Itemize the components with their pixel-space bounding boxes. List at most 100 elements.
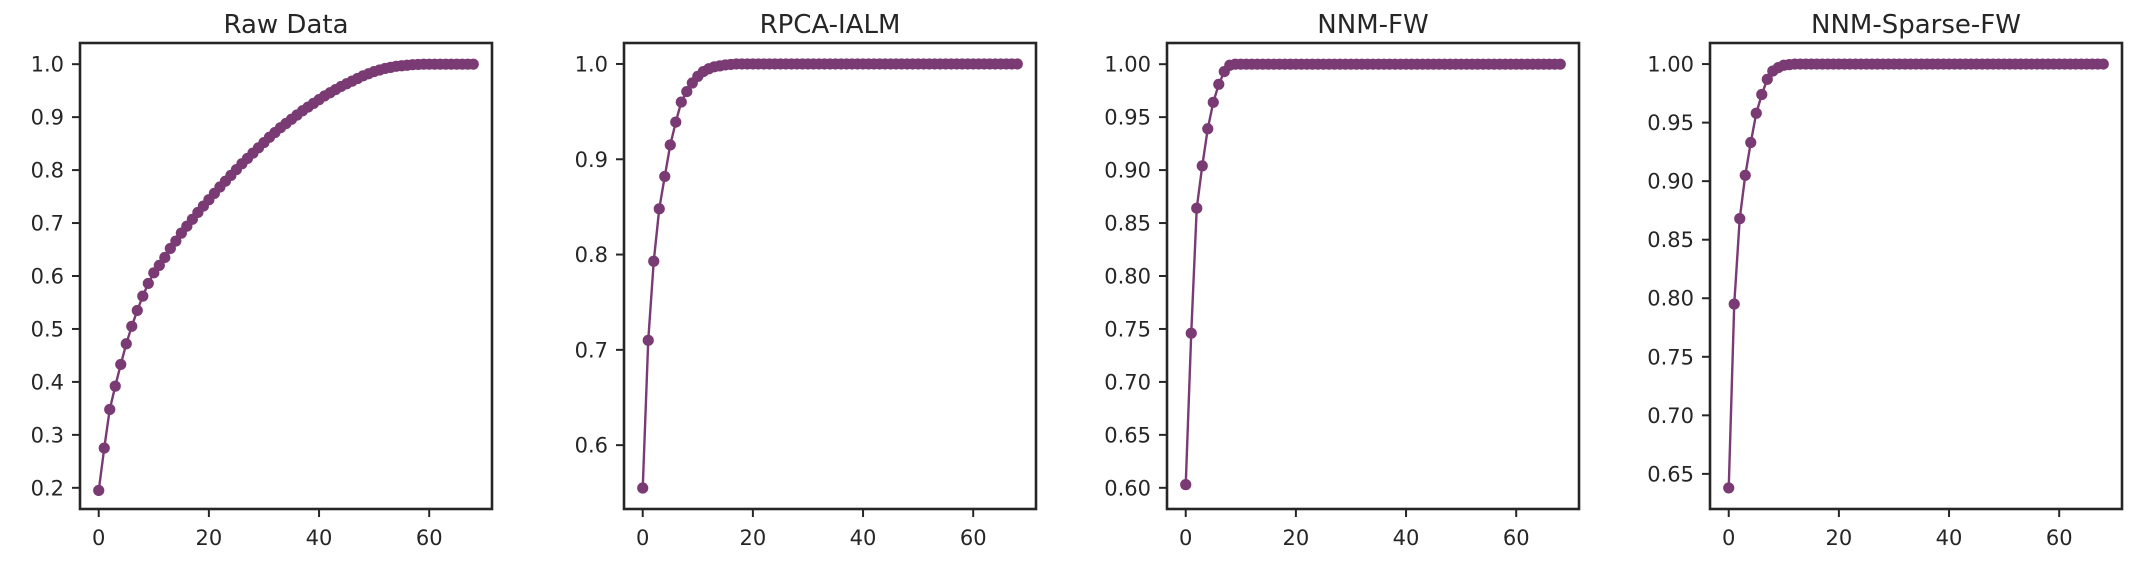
axes-frame — [1708, 41, 2124, 511]
y-tick-label: 0.9 — [31, 106, 64, 130]
x-tick-label: 60 — [2046, 526, 2073, 550]
panel-rpca-ialm: RPCA-IALM 0.6 0.7 0.8 0.9 1.0 0 20 40 60 — [575, 10, 1038, 550]
y-tick-label: 0.8 — [575, 243, 608, 267]
data-point — [1207, 96, 1219, 108]
data-point — [1750, 107, 1762, 119]
panel-title: NNM-FW — [1317, 10, 1428, 40]
data-point — [131, 304, 143, 317]
data-point — [2097, 58, 2109, 70]
y-tick-label: 0.90 — [1104, 159, 1151, 183]
data-point — [153, 259, 165, 272]
data-point — [1185, 327, 1197, 339]
y-tick-label: 1.0 — [31, 53, 64, 77]
panel-nnm-fw: NNM-FW 0.60 0.65 0.70 0.75 0.80 0.85 0.90 0.95 1.… — [1104, 10, 1581, 550]
y-tick-label: 0.6 — [31, 265, 64, 289]
series-line — [641, 62, 1018, 489]
panel-raw-data: Raw Data 0.2 0.3 0.4 0.5 0.6 0.7 0.8 0.9 1.0 0 20 40… — [31, 10, 494, 550]
data-point — [681, 86, 693, 98]
y-tick-label: 0.2 — [31, 476, 64, 500]
data-point — [1202, 123, 1214, 135]
y-tick-label: 0.75 — [1647, 345, 1694, 369]
x-tick-label: 60 — [416, 526, 443, 550]
data-point — [142, 277, 154, 290]
y-tick-label: 0.85 — [1647, 228, 1694, 252]
x-tick-label: 20 — [1283, 526, 1310, 550]
y-tick-label: 0.5 — [31, 317, 64, 341]
data-point — [659, 170, 671, 183]
x-tick-label: 40 — [1393, 526, 1420, 550]
x-tick-label: 40 — [306, 526, 333, 550]
data-point — [1723, 482, 1735, 494]
y-tick-label: 0.70 — [1104, 370, 1151, 394]
y-tick-label: 0.7 — [575, 338, 608, 362]
y-tick-label: 1.0 — [575, 52, 608, 76]
x-tick-label: 0 — [1179, 526, 1192, 550]
y-tick-label: 1.00 — [1647, 53, 1694, 77]
data-point — [670, 116, 682, 128]
y-tick-label: 0.95 — [1104, 106, 1151, 130]
x-tick-label: 0 — [1722, 526, 1735, 550]
y-tick-label: 0.75 — [1104, 317, 1151, 341]
data-point — [1554, 58, 1566, 70]
y-tick-label: 0.65 — [1104, 423, 1151, 447]
y-tick-label: 0.6 — [575, 434, 608, 458]
data-point — [1756, 88, 1768, 101]
x-tick-label: 20 — [1826, 526, 1853, 550]
y-tick-label: 0.90 — [1647, 170, 1694, 194]
axes-frame — [622, 41, 1038, 511]
panel-title: RPCA-IALM — [760, 10, 901, 40]
data-point — [642, 334, 654, 346]
x-tick-label: 20 — [740, 526, 767, 550]
y-tick-label: 0.60 — [1104, 476, 1151, 500]
y-tick-label: 0.8 — [31, 159, 64, 183]
data-point — [170, 235, 182, 247]
x-tick-label: 40 — [850, 526, 877, 550]
axes-frame — [78, 41, 494, 511]
data-point — [675, 96, 687, 108]
data-point — [109, 380, 121, 392]
y-tick-label: 0.3 — [31, 423, 64, 447]
series-line — [1727, 62, 2104, 488]
data-point — [104, 403, 116, 416]
y-tick-label: 0.85 — [1104, 212, 1151, 236]
data-point — [1191, 202, 1203, 214]
y-tick-label: 0.80 — [1104, 265, 1151, 289]
y-tick-label: 0.80 — [1647, 287, 1694, 311]
y-tick-label: 0.7 — [31, 212, 64, 236]
data-point — [159, 251, 171, 264]
data-point — [637, 482, 649, 494]
data-point — [1761, 73, 1773, 85]
series-line — [1184, 62, 1561, 485]
axes-frame — [1165, 41, 1581, 511]
data-point — [664, 139, 676, 151]
x-tick-label: 60 — [1503, 526, 1530, 550]
data-point — [653, 203, 665, 215]
panel-title: Raw Data — [223, 10, 348, 40]
x-tick-label: 20 — [196, 526, 223, 550]
x-tick-label: 40 — [1936, 526, 1963, 550]
data-point — [1011, 58, 1023, 70]
data-point — [1213, 78, 1225, 90]
x-tick-label: 0 — [636, 526, 649, 550]
panel-title: NNM-Sparse-FW — [1811, 10, 2021, 40]
data-point — [1728, 298, 1740, 310]
x-tick-label: 60 — [960, 526, 987, 550]
y-tick-label: 0.65 — [1647, 462, 1694, 486]
y-tick-label: 1.00 — [1104, 53, 1151, 77]
y-tick-label: 0.70 — [1647, 404, 1694, 428]
data-point — [1196, 160, 1208, 172]
y-tick-label: 0.95 — [1647, 111, 1694, 135]
data-point — [137, 290, 149, 302]
data-point — [115, 358, 127, 371]
data-point — [93, 484, 105, 497]
data-point — [98, 442, 110, 454]
data-point — [126, 320, 138, 332]
y-tick-label: 0.4 — [31, 370, 64, 394]
data-point — [1745, 136, 1757, 149]
data-point — [1739, 169, 1751, 181]
y-tick-label: 0.9 — [575, 148, 608, 172]
panel-nnm-sparse-fw: NNM-Sparse-FW 0.65 0.70 0.75 0.80 0.85 0.90 0.9… — [1647, 10, 2124, 550]
data-point — [648, 255, 660, 267]
data-point — [1180, 479, 1192, 491]
